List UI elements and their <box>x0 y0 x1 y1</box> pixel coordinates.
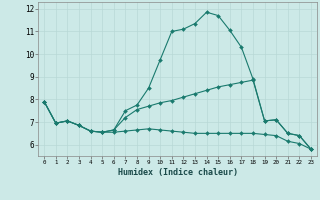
X-axis label: Humidex (Indice chaleur): Humidex (Indice chaleur) <box>118 168 238 177</box>
